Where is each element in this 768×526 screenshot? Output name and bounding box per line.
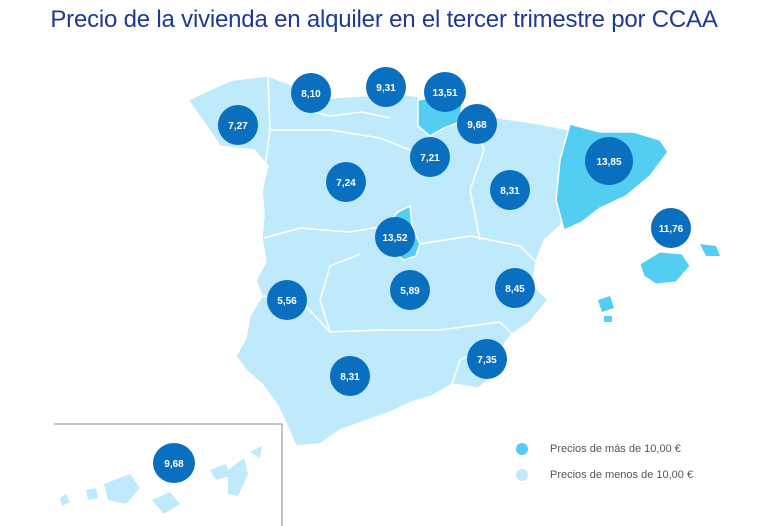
legend: Precios de más de 10,00 € Precios de men… xyxy=(516,436,693,488)
menorca-shape xyxy=(700,244,720,256)
legend-label-low: Precios de menos de 10,00 € xyxy=(550,469,694,481)
bubble-value-aragon: 8,31 xyxy=(500,186,520,197)
bubble-value-extremadura: 5,56 xyxy=(277,296,297,307)
bubble-aragon[interactable]: 8,31 xyxy=(490,170,530,210)
bubble-value-murcia: 7,35 xyxy=(477,355,497,366)
bubble-value-baleares: 11,76 xyxy=(659,224,684,235)
bubble-castilla-la-mancha[interactable]: 5,89 xyxy=(390,270,430,310)
bubble-asturias[interactable]: 8,10 xyxy=(291,73,331,113)
legend-label-high: Precios de más de 10,00 € xyxy=(550,443,681,455)
bubble-value-andalucia: 8,31 xyxy=(340,372,360,383)
bubble-galicia[interactable]: 7,27 xyxy=(218,105,258,145)
canarias-islands xyxy=(60,446,262,514)
bubble-value-comunidad-valenciana: 8,45 xyxy=(505,284,525,295)
value-bubbles: 7,27 8,10 9,31 13,51 9,68 7,21 7,24 8,3 xyxy=(153,67,691,483)
bubble-value-pais-vasco: 13,51 xyxy=(432,88,457,99)
bubble-murcia[interactable]: 7,35 xyxy=(467,339,507,379)
bubble-baleares[interactable]: 11,76 xyxy=(651,208,691,248)
legend-item-high: Precios de más de 10,00 € xyxy=(516,436,693,462)
formentera-shape xyxy=(604,316,612,322)
bubble-value-navarra: 9,68 xyxy=(467,120,487,131)
bubble-canarias[interactable]: 9,68 xyxy=(153,443,195,483)
bubble-castilla-y-leon[interactable]: 7,24 xyxy=(326,162,366,202)
bubble-madrid[interactable]: 13,52 xyxy=(375,217,415,257)
bubble-value-castilla-y-leon: 7,24 xyxy=(336,178,356,189)
bubble-value-asturias: 8,10 xyxy=(301,89,321,100)
bubble-value-galicia: 7,27 xyxy=(228,121,248,132)
bubble-la-rioja[interactable]: 7,21 xyxy=(410,137,450,177)
bubble-cantabria[interactable]: 9,31 xyxy=(366,67,406,107)
bubble-value-madrid: 13,52 xyxy=(382,233,407,244)
bubble-comunidad-valenciana[interactable]: 8,45 xyxy=(495,268,535,308)
ibiza-shape xyxy=(598,296,614,312)
legend-swatch-low xyxy=(516,469,528,481)
bubble-cataluna[interactable]: 13,85 xyxy=(585,137,633,185)
bubble-value-cantabria: 9,31 xyxy=(376,83,396,94)
bubble-value-cataluna: 13,85 xyxy=(596,157,621,168)
bubble-andalucia[interactable]: 8,31 xyxy=(330,356,370,396)
legend-swatch-high xyxy=(516,443,528,455)
legend-item-low: Precios de menos de 10,00 € xyxy=(516,462,693,488)
map-title: Precio de la vivienda en alquiler en el … xyxy=(50,6,718,33)
bubble-navarra[interactable]: 9,68 xyxy=(457,104,497,144)
bubble-value-castilla-la-mancha: 5,89 xyxy=(400,286,420,297)
bubble-pais-vasco[interactable]: 13,51 xyxy=(424,72,466,112)
bubble-extremadura[interactable]: 5,56 xyxy=(267,280,307,320)
bubble-value-la-rioja: 7,21 xyxy=(420,153,440,164)
bubble-value-canarias: 9,68 xyxy=(164,459,184,470)
canarias-inset-border xyxy=(54,423,283,526)
baleares-shape xyxy=(639,251,691,285)
